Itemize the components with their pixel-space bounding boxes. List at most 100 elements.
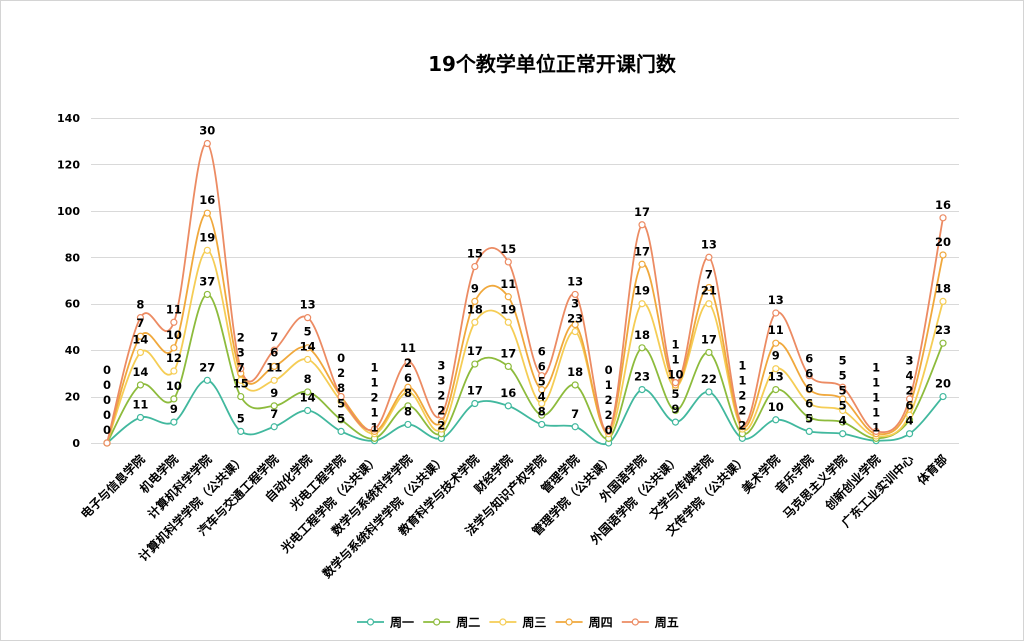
data-label: 16 (500, 386, 516, 400)
data-point (939, 214, 947, 222)
data-label: 10 (166, 328, 182, 342)
data-label: 9 (170, 402, 178, 416)
data-point (136, 348, 145, 357)
data-label: 2 (404, 356, 412, 370)
data-point (805, 372, 813, 380)
data-label: 19 (500, 302, 516, 316)
data-point (504, 318, 512, 326)
data-point (437, 418, 445, 426)
data-point (705, 388, 713, 396)
legend-marker (433, 618, 441, 626)
data-point (538, 399, 546, 408)
data-label: 16 (199, 193, 215, 207)
data-point (337, 416, 345, 424)
data-label: 5 (237, 411, 245, 425)
data-label: 7 (237, 360, 245, 374)
data-point (538, 386, 546, 394)
y-tick-label: 140 (57, 112, 80, 125)
data-point (538, 411, 546, 419)
data-label: 11 (166, 302, 182, 316)
data-label: 6 (270, 345, 278, 359)
data-label: 6 (805, 351, 813, 365)
data-point (404, 358, 412, 366)
data-label: 4 (538, 389, 546, 403)
data-point (237, 392, 245, 401)
data-label: 11 (400, 341, 416, 355)
data-point (571, 381, 579, 389)
y-tick-label: 20 (65, 391, 81, 404)
data-label: 22 (701, 372, 717, 386)
data-label: 2 (237, 330, 245, 344)
data-label: 1 (872, 421, 880, 435)
legend-label: 周四 (589, 616, 613, 630)
y-tick-label: 40 (65, 344, 81, 357)
data-point (337, 427, 345, 435)
data-label: 6 (805, 396, 813, 410)
data-label: 30 (199, 124, 215, 138)
data-label: 14 (132, 332, 148, 346)
data-point (705, 283, 713, 292)
data-label: 13 (567, 274, 583, 288)
data-point (304, 355, 312, 364)
data-label: 5 (538, 374, 546, 388)
data-label: 21 (701, 284, 717, 298)
data-point (705, 348, 713, 357)
data-point (437, 425, 445, 433)
legend-marker (366, 618, 375, 626)
data-point (538, 420, 546, 429)
y-axis: 0 20 40 60 80 100 120 140 (57, 112, 80, 450)
data-point (270, 376, 278, 384)
data-label: 7 (270, 330, 278, 344)
data-label: 5 (805, 411, 813, 425)
data-point (671, 418, 680, 426)
data-point (905, 411, 914, 419)
data-point (504, 362, 512, 370)
data-label: 17 (634, 244, 650, 258)
data-point (136, 332, 145, 340)
data-point (571, 327, 579, 336)
y-tick-label: 100 (57, 205, 80, 218)
data-label: 7 (705, 267, 713, 281)
data-label: 8 (304, 372, 312, 386)
data-label: 13 (300, 298, 316, 312)
data-point (237, 365, 245, 373)
data-label: 13 (768, 370, 784, 384)
data-label: 7 (270, 407, 278, 421)
data-label: 2 (738, 403, 746, 417)
data-label: 0 (103, 393, 111, 407)
data-point (170, 418, 178, 426)
data-point (839, 406, 847, 415)
data-label: 1 (671, 352, 679, 366)
data-label: 9 (270, 386, 278, 400)
data-label: 14 (300, 391, 316, 405)
data-point (839, 430, 847, 438)
data-point (571, 321, 579, 329)
data-label: 3 (437, 373, 445, 387)
data-label: 6 (404, 371, 412, 385)
data-point (471, 318, 479, 326)
data-label: 5 (839, 399, 847, 413)
y-tick-label: 60 (65, 298, 81, 311)
series-line-4 (106, 212, 944, 444)
data-point (437, 411, 445, 419)
data-point (404, 420, 412, 429)
data-label: 4 (839, 414, 847, 428)
data-point (839, 395, 847, 403)
data-point (337, 392, 345, 401)
data-label: 8 (404, 386, 412, 400)
data-point (370, 425, 379, 433)
data-point (772, 365, 780, 373)
data-label: 17 (467, 344, 483, 358)
data-point (772, 339, 780, 347)
series-line-5 (106, 142, 944, 444)
data-point (638, 221, 646, 229)
data-label: 11 (266, 360, 282, 374)
data-point (738, 420, 746, 429)
data-point (939, 251, 947, 259)
data-point (203, 376, 211, 384)
data-point (471, 399, 479, 408)
data-point (805, 399, 813, 408)
data-label: 3 (237, 345, 245, 359)
data-point (772, 309, 780, 317)
